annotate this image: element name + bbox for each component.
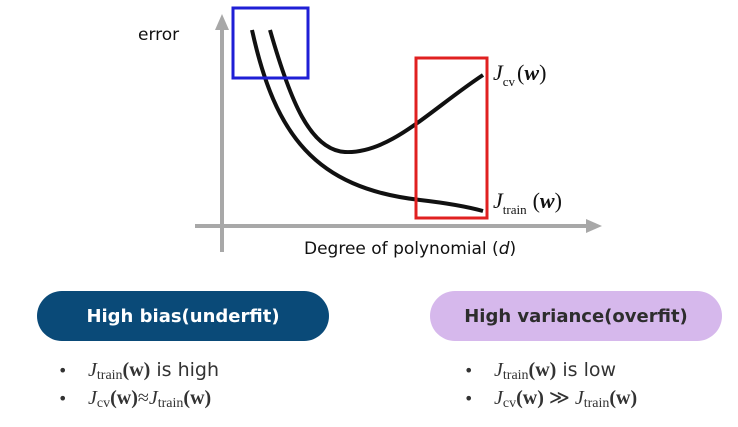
high-bias-title: High bias(underfit) — [86, 305, 280, 327]
high-variance-badge: High variance(overfit) — [430, 291, 722, 341]
y-axis-label: error — [138, 25, 179, 45]
learning-curve-diagram: error Degree of polynomial (d) Jcv(w) Jt… — [138, 6, 602, 259]
high-bias-point-2: • Jcv(w)≈Jtrain(w) — [58, 387, 212, 411]
high-variance-point-2: • Jcv(w) ≫ Jtrain(w) — [464, 387, 638, 411]
high-bias-highlight-box — [231, 6, 310, 80]
bullet-icon: • — [58, 389, 68, 408]
train-error-curve — [250, 29, 484, 213]
bullet-icon: • — [58, 361, 68, 380]
high-variance-points: • Jtrain(w) is low • Jcv(w) ≫ Jtrain(w) — [464, 356, 637, 412]
x-axis-arrow-icon — [586, 219, 602, 233]
train-curve-label: Jtrain (w) — [493, 188, 562, 217]
high-bias-points: • Jtrain(w) is high • Jcv(w)≈Jtrain(w) — [58, 356, 219, 412]
bullet-icon: • — [464, 389, 474, 408]
high-bias-point-1: • Jtrain(w) is high — [58, 359, 219, 383]
cv-error-curve — [268, 29, 485, 155]
high-variance-highlight-box — [414, 56, 489, 220]
high-bias-badge: High bias(underfit) — [37, 291, 329, 341]
high-variance-point-1: • Jtrain(w) is low — [464, 359, 617, 383]
cv-curve-label: Jcv(w) — [493, 60, 546, 89]
x-axis-label: Degree of polynomial (d) — [304, 239, 516, 259]
high-variance-title: High variance(overfit) — [464, 305, 688, 327]
bullet-icon: • — [464, 361, 474, 380]
y-axis-arrow-icon — [215, 14, 229, 30]
